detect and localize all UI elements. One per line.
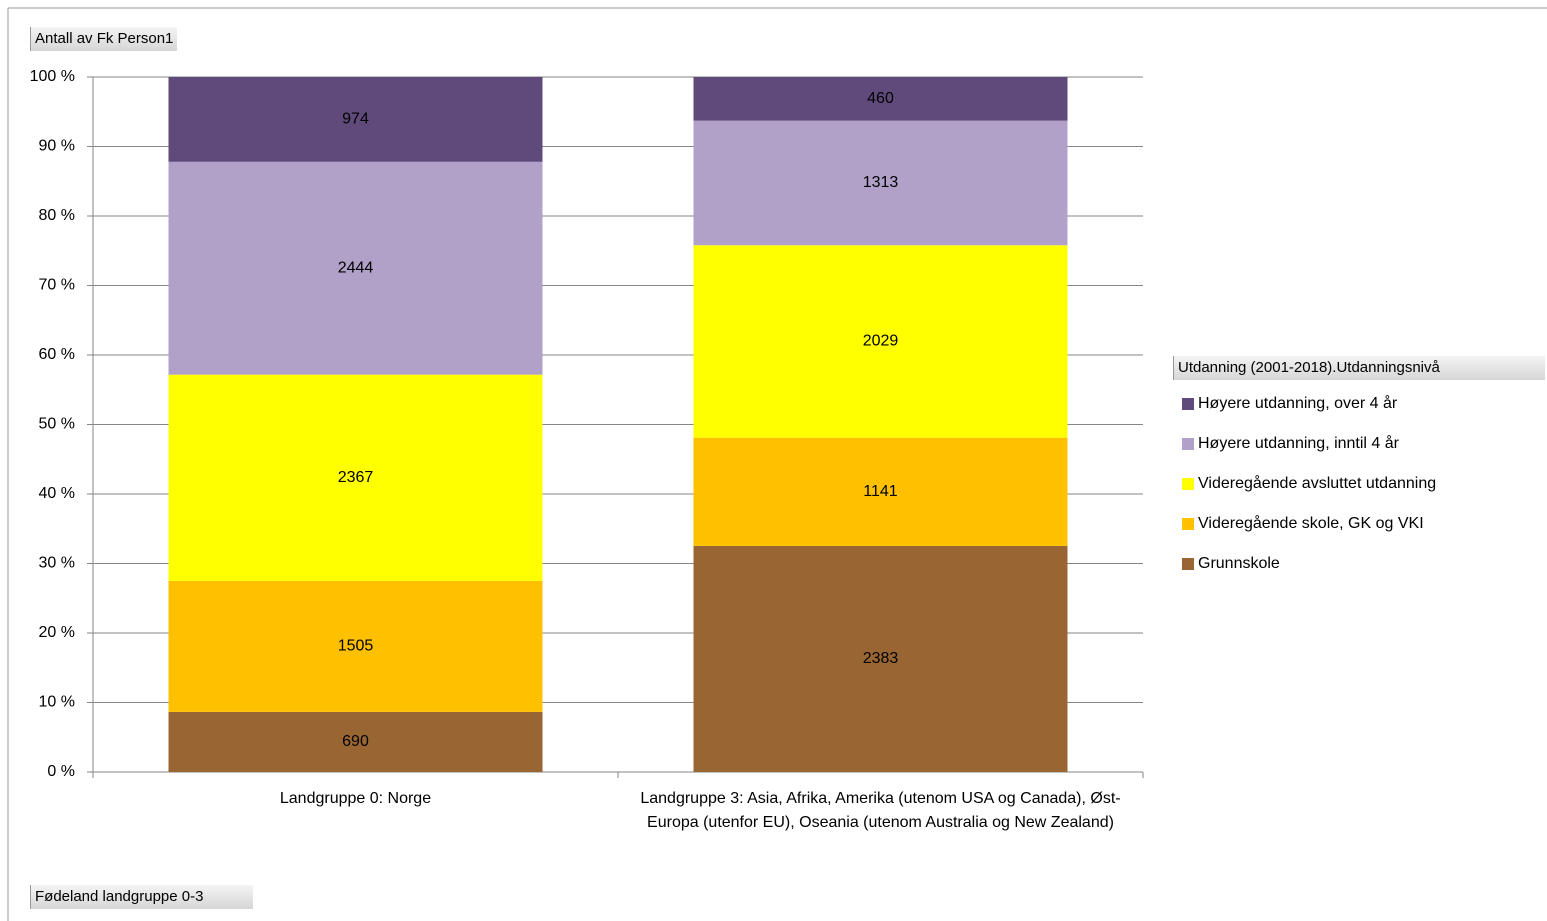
legend-swatch (1182, 438, 1194, 450)
x-tick-label: Landgruppe 0: Norge (279, 790, 432, 807)
legend-label: Høyere utdanning, inntil 4 år (1198, 434, 1400, 452)
y-tick-label: 40 % (39, 485, 75, 502)
y-tick-label: 90 % (39, 138, 75, 155)
y-tick-label: 80 % (39, 207, 75, 224)
data-label: 2444 (338, 259, 374, 276)
bar-segment (168, 711, 543, 772)
data-label: 2367 (338, 469, 374, 486)
bar-segment (168, 161, 543, 375)
legend-label: Høyere utdanning, over 4 år (1198, 394, 1398, 412)
legend-field-button[interactable]: Utdanning (2001-2018).Utdanningsnivå (1173, 356, 1545, 380)
bar-segment (693, 245, 1068, 438)
data-label: 1313 (863, 174, 899, 191)
legend-swatch (1182, 518, 1194, 530)
legend-label: Grunnskole (1198, 555, 1280, 572)
data-label: 2029 (863, 333, 899, 350)
legend-swatch (1182, 558, 1194, 570)
data-label: 1505 (338, 638, 374, 655)
data-label: 460 (867, 90, 894, 107)
data-label: 974 (342, 111, 369, 128)
legend-label: Videregående avsluttet utdanning (1198, 474, 1436, 492)
legend-swatch (1182, 398, 1194, 410)
data-label: 2383 (863, 650, 899, 667)
y-tick-label: 50 % (39, 416, 75, 433)
y-tick-label: 20 % (39, 624, 75, 641)
bar-segment (693, 545, 1068, 772)
legend-label: Videregående skole, GK og VKI (1198, 514, 1424, 532)
values-field-button[interactable]: Antall av Fk Person1 (30, 27, 178, 51)
x-tick-label: Landgruppe 3: Asia, Afrika, Amerika (ute… (640, 790, 1121, 831)
y-tick-label: 0 % (47, 763, 75, 780)
data-label: 690 (342, 733, 369, 750)
data-label: 1141 (863, 483, 898, 500)
bar-segment (693, 77, 1068, 121)
legend-swatch (1182, 478, 1194, 490)
y-tick-label: 70 % (39, 277, 75, 294)
y-tick-label: 30 % (39, 555, 75, 572)
y-tick-label: 10 % (39, 694, 75, 711)
bar-segment (168, 77, 543, 162)
bar-segment (693, 120, 1068, 246)
y-tick-label: 100 % (30, 68, 75, 85)
y-tick-label: 60 % (39, 346, 75, 363)
bar-segment (168, 374, 543, 581)
bar-segment (168, 580, 543, 712)
bar-segment (693, 437, 1068, 546)
axis-field-button[interactable]: Fødeland landgruppe 0-3 (30, 885, 254, 909)
